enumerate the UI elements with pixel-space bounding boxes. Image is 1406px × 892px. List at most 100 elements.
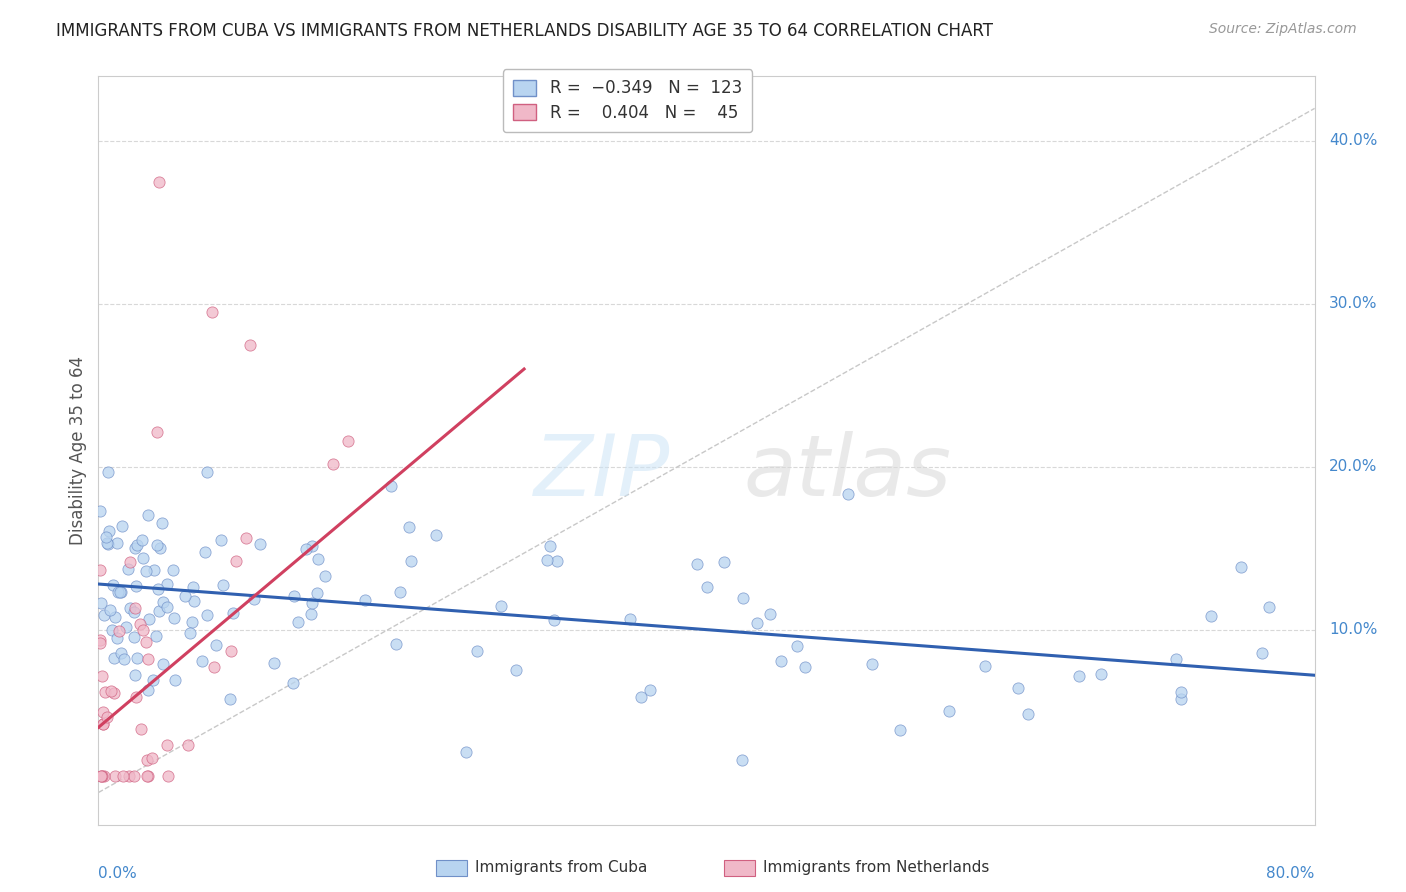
Text: IMMIGRANTS FROM CUBA VS IMMIGRANTS FROM NETHERLANDS DISABILITY AGE 35 TO 64 CORR: IMMIGRANTS FROM CUBA VS IMMIGRANTS FROM … [56, 22, 993, 40]
Point [388, 584, 411, 599]
Point [1007, 681, 1029, 695]
Point [1170, 692, 1192, 706]
Point [201, 305, 224, 319]
Point [148, 604, 170, 618]
Point [124, 668, 146, 682]
Point [142, 563, 165, 577]
Point [194, 545, 217, 559]
Point [138, 682, 160, 697]
Point [299, 607, 322, 622]
Point [135, 564, 157, 578]
Point [124, 541, 146, 555]
Point [97, 537, 120, 551]
Point [110, 646, 132, 660]
Point [195, 607, 218, 622]
Text: 0.0%: 0.0% [98, 866, 138, 881]
Point [136, 753, 159, 767]
Point [190, 654, 212, 668]
Point [295, 542, 318, 557]
Point [322, 457, 344, 471]
Point [209, 533, 232, 547]
Y-axis label: Disability Age 35 to 64: Disability Age 35 to 64 [69, 356, 87, 545]
Legend: R =  −0.349   N =  123, R =    0.404   N =    45: R = −0.349 N = 123, R = 0.404 N = 45 [503, 70, 752, 132]
Point [181, 581, 204, 595]
Text: ZIP: ZIP [534, 432, 671, 515]
Point [974, 658, 997, 673]
Point [1257, 599, 1279, 614]
Point [96, 536, 118, 550]
Text: 40.0%: 40.0% [1329, 134, 1378, 148]
Point [91, 669, 114, 683]
Point [129, 617, 152, 632]
Point [145, 629, 167, 643]
Point [89, 632, 111, 647]
Point [150, 516, 173, 531]
Point [745, 615, 768, 630]
Point [112, 652, 135, 666]
Point [860, 657, 883, 672]
Point [115, 620, 138, 634]
Point [146, 538, 169, 552]
Point [110, 585, 132, 599]
Point [307, 551, 329, 566]
Point [204, 638, 226, 652]
Point [90, 596, 112, 610]
Point [769, 654, 792, 668]
Point [287, 615, 309, 629]
Point [89, 563, 111, 577]
Point [136, 769, 159, 783]
Point [104, 610, 127, 624]
Point [786, 640, 808, 654]
Point [136, 508, 159, 523]
Point [136, 769, 159, 783]
Point [385, 637, 408, 651]
Point [630, 690, 652, 704]
Point [152, 657, 174, 671]
Point [138, 612, 160, 626]
Text: Immigrants from Netherlands: Immigrants from Netherlands [763, 861, 990, 875]
Point [148, 582, 170, 596]
Point [263, 656, 285, 670]
Point [179, 625, 201, 640]
Point [837, 487, 859, 501]
Point [103, 686, 125, 700]
Point [536, 553, 558, 567]
Point [1090, 666, 1112, 681]
Point [354, 593, 377, 607]
Point [314, 569, 336, 583]
Point [183, 594, 205, 608]
Text: 10.0%: 10.0% [1329, 622, 1378, 637]
Point [301, 596, 323, 610]
Point [281, 676, 304, 690]
Point [96, 710, 118, 724]
Point [202, 660, 225, 674]
Point [1017, 706, 1039, 721]
Point [543, 614, 565, 628]
Point [89, 504, 111, 518]
Point [425, 528, 447, 542]
Point [638, 682, 661, 697]
Point [162, 563, 184, 577]
Point [96, 530, 118, 544]
Point [127, 538, 149, 552]
Point [125, 651, 148, 665]
Point [283, 589, 305, 603]
Point [145, 425, 167, 439]
Point [225, 554, 247, 568]
Point [89, 636, 111, 650]
Point [118, 769, 141, 783]
Point [129, 722, 152, 736]
Point [93, 608, 115, 623]
Point [218, 692, 240, 706]
Point [489, 599, 512, 613]
Point [97, 465, 120, 479]
Point [454, 745, 477, 759]
Point [107, 584, 129, 599]
Point [177, 738, 200, 752]
Point [938, 704, 960, 718]
Point [1170, 685, 1192, 699]
Point [98, 603, 121, 617]
Point [149, 541, 172, 555]
Point [163, 611, 186, 625]
Point [91, 769, 114, 783]
